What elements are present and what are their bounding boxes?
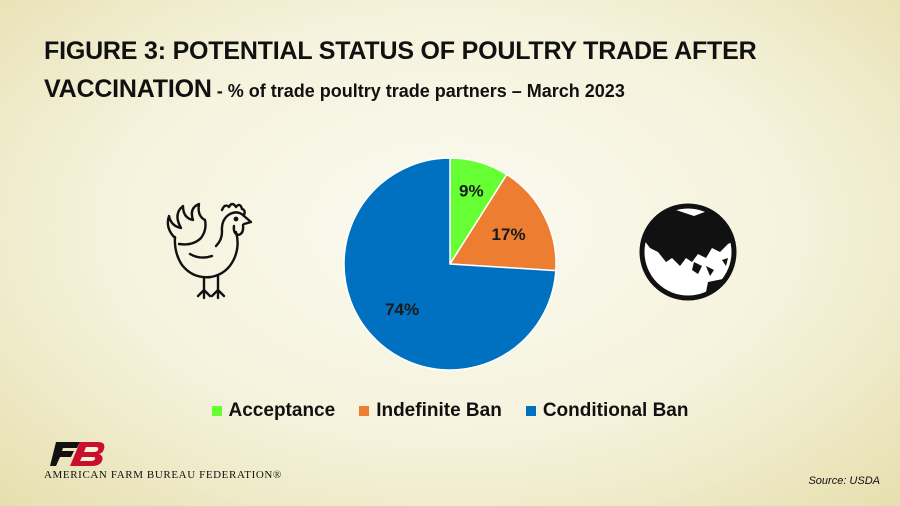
- legend-item-acceptance: Acceptance: [211, 400, 336, 422]
- pie-slice-indefinite-ban: [448, 173, 557, 272]
- data-label-acceptance: 9%: [459, 182, 484, 201]
- farm-bureau-logo: [50, 442, 105, 466]
- organization-name: AMERICAN FARM BUREAU FEDERATION®: [44, 469, 282, 481]
- legend-swatch: [525, 406, 536, 416]
- legend-item-indefinite-ban: Indefinite Ban: [359, 400, 502, 422]
- globe-icon: [639, 203, 737, 301]
- legend-item-conditional-ban: Conditional Ban: [525, 400, 689, 422]
- source-note: Source: USDA: [808, 475, 880, 487]
- legend-label: Conditional Ban: [542, 400, 689, 421]
- legend-swatch: [359, 406, 370, 416]
- pie-slice-conditional-ban: [343, 157, 557, 371]
- chart-subtitle: - % of trade poultry trade partners – Ma…: [211, 81, 625, 101]
- legend-swatch: [211, 406, 222, 416]
- data-label-conditional-ban: 74%: [385, 300, 419, 319]
- legend: Acceptance Indefinite Ban Conditional Ba…: [0, 400, 900, 422]
- legend-label: Indefinite Ban: [376, 400, 502, 421]
- title-line-1: FIGURE 3: POTENTIAL STATUS OF POULTRY TR…: [44, 37, 757, 65]
- legend-label: Acceptance: [228, 400, 336, 421]
- rooster-icon: [166, 202, 253, 300]
- data-label-indefinite-ban: 17%: [492, 225, 526, 244]
- chart-title: FIGURE 3: POTENTIAL STATUS OF POULTRY TR…: [44, 32, 844, 112]
- title-line-2: VACCINATION: [44, 75, 212, 103]
